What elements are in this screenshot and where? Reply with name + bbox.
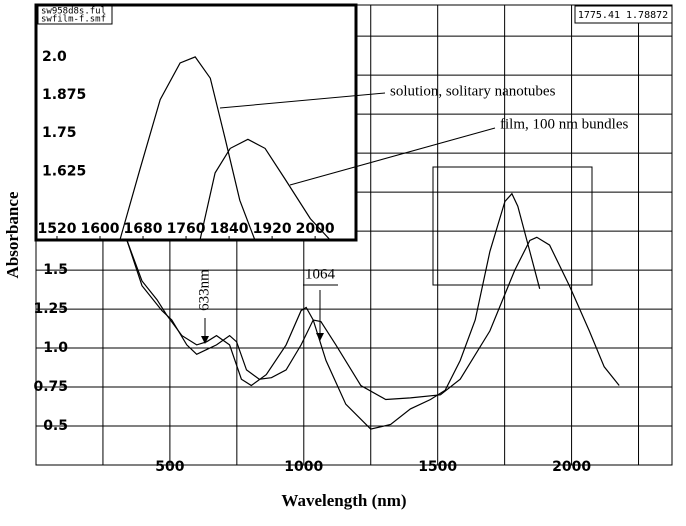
inset-background	[36, 5, 356, 240]
y-tick-label: 1.75	[42, 125, 77, 141]
legend-entry: sw958d8s.ful	[41, 7, 106, 17]
annotation: 633nm	[196, 269, 212, 311]
arrowhead	[316, 333, 324, 341]
data-line	[126, 236, 620, 401]
x-tick-label: 2000	[296, 221, 335, 237]
annotation: film, 100 nm bundles	[500, 116, 628, 132]
x-tick-label: 1840	[210, 221, 249, 237]
x-axis-label: Wavelength (nm)	[281, 491, 406, 510]
y-tick-label: 1.5	[43, 262, 68, 278]
y-tick-label: 0.5	[43, 418, 68, 434]
y-axis-label: Absorbance	[3, 191, 22, 278]
x-tick-label: 1680	[124, 221, 163, 237]
plot-frame	[34, 3, 358, 242]
x-tick-label: 1500	[418, 459, 457, 475]
y-tick-label: 1.0	[43, 340, 68, 356]
legend-entry: swfilm-f.smf	[41, 15, 106, 25]
inset-plot: 1520 1600 1680 1760 1840 1920 2000 2.0 1.875 1.75…	[34, 3, 358, 242]
readout-box	[574, 5, 673, 24]
leader-line	[219, 92, 386, 109]
y-tick-label: 1.25	[33, 301, 68, 317]
x-tick-label: 2000	[552, 459, 591, 475]
y-tick-label: 1.625	[42, 163, 86, 179]
leader-line	[289, 127, 496, 186]
annotation: 1064	[305, 266, 336, 282]
legend-box	[37, 5, 113, 25]
annotation: solution, solitary nanotubes	[390, 83, 556, 99]
y-tick-label: 2.0	[42, 49, 67, 65]
x-tick-label: 1760	[167, 221, 206, 237]
arrowhead	[201, 336, 209, 344]
x-tick-label: 1920	[253, 221, 292, 237]
data-line	[199, 138, 331, 241]
y-tick-label: 0.75	[33, 379, 68, 395]
zoom-box	[432, 166, 593, 286]
x-tick-label: 1600	[81, 221, 120, 237]
x-tick-label: 1000	[284, 459, 323, 475]
x-tick-label: 1520	[37, 221, 76, 237]
y-tick-label: 1.875	[42, 87, 86, 103]
readout: 1775.41 1.78872	[578, 10, 668, 21]
x-tick-label: 500	[155, 459, 184, 475]
data-line	[119, 56, 256, 241]
